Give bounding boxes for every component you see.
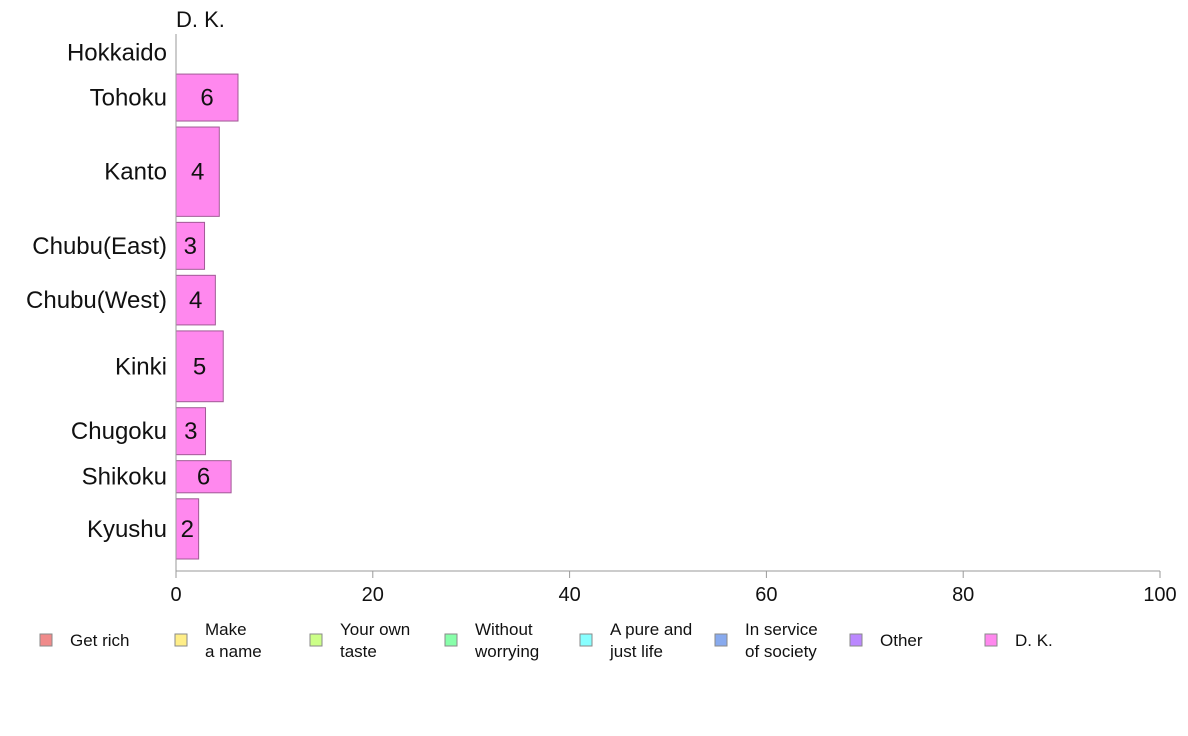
category-label: Kyushu xyxy=(87,516,167,543)
legend-swatch xyxy=(714,633,728,647)
legend-label: In service of society xyxy=(745,620,818,661)
legend-label: Without worrying xyxy=(474,620,539,661)
data-label: 5 xyxy=(193,353,206,380)
x-tick-label: 20 xyxy=(362,584,384,606)
category-label: Tohoku xyxy=(90,85,167,112)
category-label: Chubu(West) xyxy=(26,287,167,314)
bars-group: Hokkaido Tohoku 6 Kanto 4 Chubu(East) 3 Chubu(W… xyxy=(26,40,239,560)
legend-label: Get rich xyxy=(70,631,130,650)
legend-label: Make a name xyxy=(205,620,262,661)
category-label: Chugoku xyxy=(71,418,167,445)
legend-label: Other xyxy=(880,631,923,650)
category-label: Hokkaido xyxy=(67,40,167,67)
data-label: 4 xyxy=(189,287,202,314)
category-label: Kinki xyxy=(115,353,167,380)
data-label: 3 xyxy=(184,233,197,260)
legend-swatch xyxy=(849,633,863,647)
legend-swatch xyxy=(309,633,323,647)
x-tick-label: 60 xyxy=(755,584,777,606)
x-tick-label: 0 xyxy=(170,584,181,606)
legend-label: D. K. xyxy=(1015,631,1053,650)
legend-swatch xyxy=(984,633,998,647)
category-label: Shikoku xyxy=(82,464,167,491)
chart-title: D. K. xyxy=(176,7,225,32)
category-label: Chubu(East) xyxy=(32,233,167,260)
legend-swatch xyxy=(444,633,458,647)
x-tick-label: 100 xyxy=(1143,584,1176,606)
bar xyxy=(175,221,206,270)
x-tick-label: 80 xyxy=(952,584,974,606)
x-tick-label: 40 xyxy=(558,584,580,606)
bar xyxy=(175,126,220,217)
bar xyxy=(175,330,224,403)
legend-label: Your own taste xyxy=(340,620,410,661)
legend: Get rich Make a name Your own taste Without wo… xyxy=(39,620,1053,661)
data-label: 4 xyxy=(191,159,204,186)
data-label: 6 xyxy=(197,464,210,491)
legend-label: A pure and just life xyxy=(609,620,692,661)
legend-swatch xyxy=(174,633,188,647)
category-label: Kanto xyxy=(104,159,167,186)
data-label: 2 xyxy=(181,516,194,543)
bar xyxy=(175,274,216,326)
bar xyxy=(175,73,239,122)
x-axis: 0 20 40 60 80 100 xyxy=(170,34,1177,606)
data-label: 6 xyxy=(200,85,213,112)
data-label: 3 xyxy=(184,418,197,445)
legend-swatch xyxy=(579,633,593,647)
bar xyxy=(175,460,232,494)
legend-swatch xyxy=(39,633,53,647)
